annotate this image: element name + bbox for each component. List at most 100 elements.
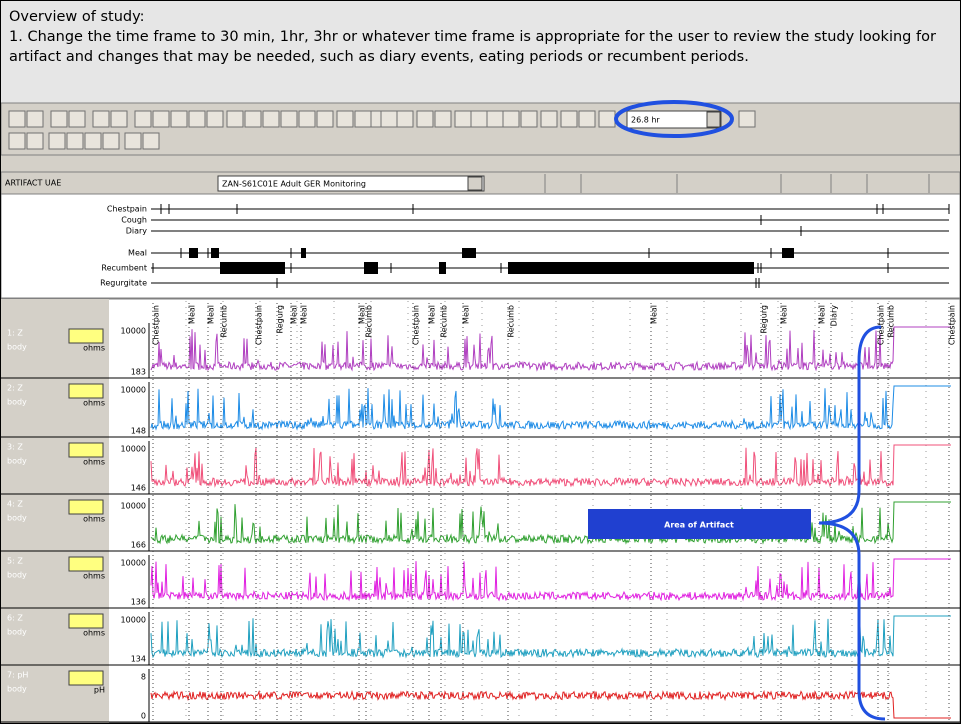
event-marker-label: Regurg: [760, 305, 769, 334]
annotation-box: [588, 509, 811, 539]
toolbar-button[interactable]: [454, 110, 472, 128]
event-marker-label: Recumb: [887, 305, 896, 337]
toolbar-button[interactable]: [142, 132, 160, 150]
toolbar-button[interactable]: [226, 110, 244, 128]
toolbar-button[interactable]: [578, 110, 596, 128]
toolbar-button[interactable]: [336, 110, 354, 128]
event-row-label: Recumbent: [101, 264, 147, 273]
channel-name: 4: Z: [7, 500, 23, 509]
channel-settings[interactable]: [68, 556, 104, 572]
scale-min: 134: [131, 655, 146, 664]
scale-min: 136: [131, 598, 146, 607]
event-marker-label: Regurg: [276, 305, 285, 334]
channel-unit: ohms: [83, 629, 105, 638]
channel-name: 2: Z: [7, 384, 23, 393]
toolbar-button[interactable]: [502, 110, 520, 128]
event-marker-label: Meal: [462, 305, 471, 324]
event-marker-label: Meal: [358, 305, 367, 324]
mode-label: ARTIFACT UAE: [5, 179, 61, 188]
toolbar-button[interactable]: [280, 110, 298, 128]
dropdown-arrow[interactable]: [467, 176, 483, 191]
signal-trace: [150, 689, 951, 719]
toolbar-button[interactable]: [738, 110, 756, 128]
channel-site: body: [7, 514, 27, 523]
scale-max: 8: [141, 673, 146, 682]
toolbar-button[interactable]: [188, 110, 206, 128]
channel-settings[interactable]: [68, 499, 104, 515]
toolbar-button[interactable]: [26, 110, 44, 128]
event-marker-label: Meal: [780, 305, 789, 324]
toolbar-button[interactable]: [110, 110, 128, 128]
channel-settings[interactable]: [68, 613, 104, 629]
instruction: 1. Change the time frame to 30 min, 1hr,…: [9, 29, 936, 65]
channel-settings[interactable]: [68, 442, 104, 458]
toolbar-button[interactable]: [170, 110, 188, 128]
instructions: Overview of study: 1. Change the time fr…: [1, 1, 960, 103]
toolbar-button[interactable]: [26, 132, 44, 150]
event-marker-label: Meal: [188, 305, 197, 324]
toolbar-button[interactable]: [380, 110, 398, 128]
toolbar-button[interactable]: [486, 110, 504, 128]
toolbar-button[interactable]: [50, 110, 68, 128]
channel-unit: ohms: [83, 572, 105, 581]
toolbar-button[interactable]: [540, 110, 558, 128]
toolbar-button[interactable]: [354, 110, 372, 128]
scale-max: 10000: [121, 386, 146, 395]
toolbar-button[interactable]: [134, 110, 152, 128]
time-frame-select[interactable]: [626, 110, 722, 129]
toolbar-button[interactable]: [396, 110, 414, 128]
toolbar-button[interactable]: [434, 110, 452, 128]
event-marker-label: Recumb: [440, 305, 449, 337]
toolbar-button[interactable]: [84, 132, 102, 150]
toolbar-button[interactable]: [298, 110, 316, 128]
channel-settings[interactable]: [68, 670, 104, 686]
toolbar-button[interactable]: [92, 110, 110, 128]
channel-site: body: [7, 343, 27, 352]
channel-site: body: [7, 398, 27, 407]
toolbar-button[interactable]: [48, 132, 66, 150]
event-row-label: Regurgitate: [100, 279, 147, 288]
toolbar-button[interactable]: [416, 110, 434, 128]
channel-unit: pH: [94, 686, 105, 695]
dropdown-arrow[interactable]: [706, 111, 721, 128]
toolbar-button[interactable]: [598, 110, 616, 128]
recumbent-period: [508, 262, 754, 274]
toolbar-button[interactable]: [262, 110, 280, 128]
toolbar-button[interactable]: [316, 110, 334, 128]
toolbar-button[interactable]: [66, 132, 84, 150]
scale-max: 10000: [121, 616, 146, 625]
signal-trace: [150, 558, 951, 602]
channel-unit: ohms: [83, 399, 105, 408]
signal-trace: [150, 444, 951, 488]
channel-name: 7: pH: [7, 671, 28, 680]
channel-name: 1: Z: [7, 329, 23, 338]
toolbar-button[interactable]: [124, 132, 142, 150]
study-select[interactable]: [217, 175, 485, 192]
artifact-brace: [818, 325, 886, 721]
toolbar-button[interactable]: [520, 110, 538, 128]
scale-min: 0: [141, 712, 146, 721]
channel-settings[interactable]: [68, 328, 104, 344]
title: Overview of study:: [9, 9, 145, 25]
toolbar-button[interactable]: [470, 110, 488, 128]
event-row-label: Meal: [128, 249, 147, 258]
toolbar-button[interactable]: [8, 132, 26, 150]
event-marker-label: Recumb: [220, 305, 229, 337]
scale-max: 10000: [121, 327, 146, 336]
toolbar-button[interactable]: [244, 110, 262, 128]
toolbar-button[interactable]: [206, 110, 224, 128]
toolbar-button[interactable]: [68, 110, 86, 128]
annotation: Area of Artifact: [664, 521, 734, 530]
highlight-ellipse: [614, 100, 734, 138]
toolbar-button[interactable]: [560, 110, 578, 128]
meal-period: [301, 248, 306, 258]
scale-max: 10000: [121, 559, 146, 568]
scale-min: 166: [131, 541, 146, 550]
event-row-label: Diary: [126, 227, 148, 236]
toolbar-button[interactable]: [8, 110, 26, 128]
event-marker-label: Meal: [207, 305, 216, 324]
toolbar-button[interactable]: [102, 132, 120, 150]
channel-settings[interactable]: [68, 383, 104, 399]
toolbar-button[interactable]: [152, 110, 170, 128]
